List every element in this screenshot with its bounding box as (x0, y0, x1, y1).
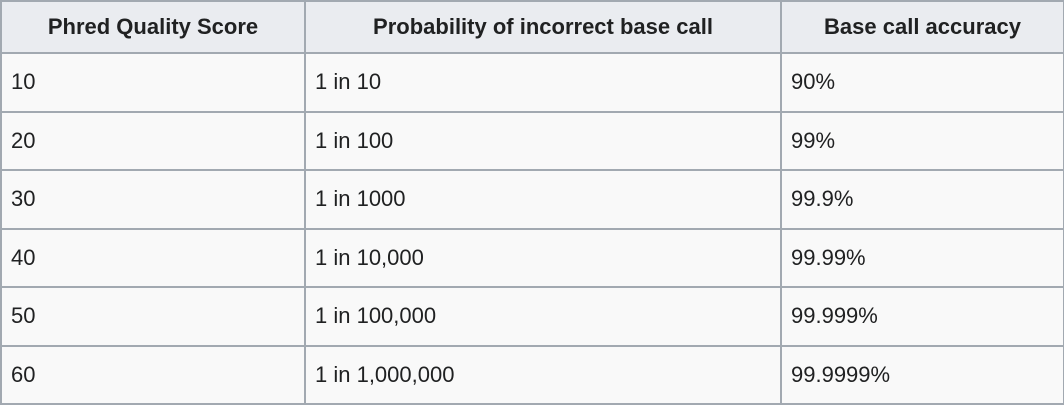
cell-quality-score: 60 (0, 344, 306, 405)
cell-quality-score: 30 (0, 169, 306, 230)
cell-probability: 1 in 10,000 (304, 227, 782, 288)
table-row: 30 1 in 1000 99.9% (0, 169, 1064, 230)
cell-quality-score: 20 (0, 110, 306, 171)
cell-quality-score: 50 (0, 286, 306, 347)
cell-probability: 1 in 100,000 (304, 286, 782, 347)
cell-accuracy: 90% (780, 52, 1064, 113)
cell-quality-score: 40 (0, 227, 306, 288)
table-header-row: Phred Quality Score Probability of incor… (0, 0, 1064, 54)
cell-accuracy: 99.99% (780, 227, 1064, 288)
cell-probability: 1 in 100 (304, 110, 782, 171)
cell-quality-score: 10 (0, 52, 306, 113)
cell-accuracy: 99% (780, 110, 1064, 171)
table-row: 20 1 in 100 99% (0, 110, 1064, 171)
cell-accuracy: 99.9% (780, 169, 1064, 230)
cell-probability: 1 in 10 (304, 52, 782, 113)
table-row: 60 1 in 1,000,000 99.9999% (0, 344, 1064, 405)
table-row: 10 1 in 10 90% (0, 52, 1064, 113)
cell-probability: 1 in 1000 (304, 169, 782, 230)
cell-probability: 1 in 1,000,000 (304, 344, 782, 405)
cell-accuracy: 99.9999% (780, 344, 1064, 405)
table-row: 40 1 in 10,000 99.99% (0, 227, 1064, 288)
header-base-call-accuracy: Base call accuracy (780, 0, 1064, 54)
header-probability-incorrect-base-call: Probability of incorrect base call (304, 0, 782, 54)
header-phred-quality-score: Phred Quality Score (0, 0, 306, 54)
cell-accuracy: 99.999% (780, 286, 1064, 347)
table-row: 50 1 in 100,000 99.999% (0, 286, 1064, 347)
